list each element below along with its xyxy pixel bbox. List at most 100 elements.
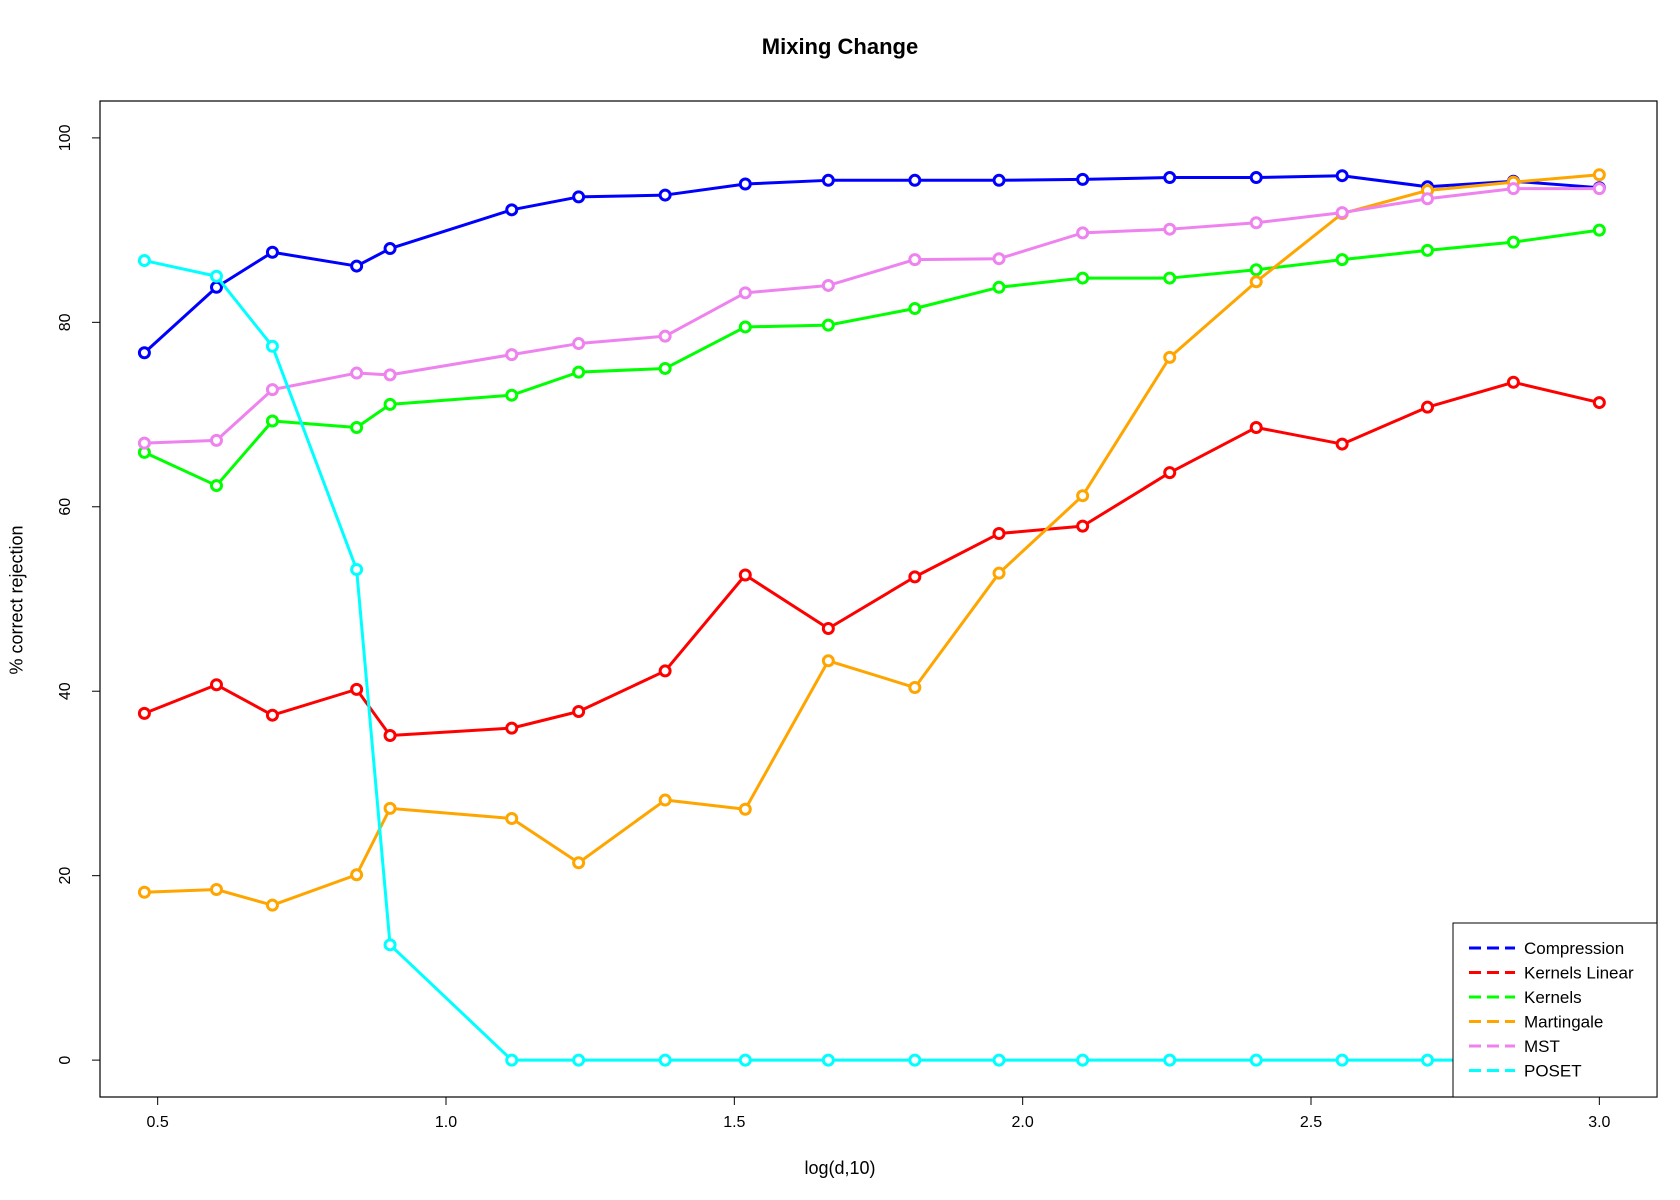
y-tick-label: 0 (57, 1056, 74, 1065)
data-point-kernels (1076, 271, 1090, 285)
data-point-kernels-linear (992, 527, 1006, 541)
legend-label-kernels: Kernels (1524, 988, 1582, 1007)
data-point-kernels (1249, 263, 1263, 277)
data-point-martingale (1163, 350, 1177, 364)
data-point-kernels (992, 280, 1006, 294)
data-point-kernels (1506, 235, 1520, 249)
series-compression (137, 169, 1606, 360)
data-point-mst (1420, 192, 1434, 206)
data-point-martingale (383, 801, 397, 815)
series-martingale (137, 168, 1606, 912)
x-tick-label: 2.0 (1012, 1114, 1034, 1131)
legend-label-kernels-linear: Kernels Linear (1524, 964, 1634, 983)
data-point-mst (1163, 222, 1177, 236)
x-tick-label: 1.5 (723, 1114, 745, 1131)
data-point-martingale (1076, 489, 1090, 503)
data-point-poset (1249, 1053, 1263, 1067)
series-kernels (137, 223, 1606, 493)
data-point-kernels (908, 302, 922, 315)
data-point-mst (137, 436, 151, 450)
data-point-poset (1076, 1053, 1090, 1067)
data-point-kernels-linear (1420, 400, 1434, 414)
data-point-compression (505, 203, 519, 217)
data-point-kernels-linear (383, 728, 397, 742)
data-point-kernels-linear (209, 678, 223, 692)
data-point-martingale (505, 811, 519, 825)
series-line-poset (144, 259, 1600, 1062)
x-tick-label: 1.0 (435, 1114, 457, 1131)
data-point-mst (1592, 182, 1606, 196)
data-point-poset (992, 1053, 1006, 1067)
data-point-poset (383, 938, 397, 952)
plot-frame (99, 100, 1658, 1098)
data-point-poset (821, 1053, 835, 1067)
data-point-compression (1249, 171, 1263, 185)
legend-label-compression: Compression (1524, 939, 1624, 958)
legend-label-mst: MST (1524, 1037, 1560, 1056)
data-point-mst (1506, 182, 1520, 196)
data-point-compression (1076, 172, 1090, 186)
data-point-poset (137, 254, 151, 268)
data-point-kernels (209, 479, 223, 493)
data-point-kernels-linear (1163, 466, 1177, 480)
data-point-mst (383, 368, 397, 382)
data-point-poset (265, 339, 279, 353)
data-point-martingale (992, 566, 1006, 580)
data-point-martingale (265, 898, 279, 912)
data-point-poset (1163, 1053, 1177, 1067)
data-point-mst (350, 366, 364, 380)
data-point-poset (572, 1053, 586, 1067)
data-point-kernels (505, 388, 519, 402)
data-point-martingale (350, 868, 364, 882)
series-kernels-linear (137, 375, 1606, 742)
legend-box (1452, 922, 1658, 1098)
data-point-kernels (821, 318, 835, 332)
data-point-compression (738, 177, 752, 191)
data-point-compression (572, 190, 586, 204)
data-point-mst (821, 278, 835, 292)
data-point-martingale (738, 802, 752, 816)
data-point-kernels-linear (658, 664, 672, 678)
data-point-poset (209, 269, 223, 283)
data-point-mst (908, 253, 922, 267)
data-point-kernels-linear (350, 682, 364, 696)
data-point-compression (821, 173, 835, 187)
data-point-martingale (1249, 275, 1263, 289)
data-point-kernels-linear (505, 721, 519, 735)
data-point-compression (658, 188, 672, 202)
data-point-mst (992, 252, 1006, 266)
data-point-mst (505, 348, 519, 362)
data-point-kernels (1592, 223, 1606, 237)
data-point-kernels-linear (137, 706, 151, 720)
data-point-mst (1335, 206, 1349, 220)
data-point-poset (658, 1053, 672, 1067)
data-point-mst (658, 329, 672, 343)
data-point-compression (992, 173, 1006, 187)
data-point-kernels (265, 414, 279, 428)
data-point-mst (209, 433, 223, 447)
data-point-mst (572, 337, 586, 351)
legend-label-martingale: Martingale (1524, 1013, 1603, 1032)
data-point-kernels-linear (572, 705, 586, 719)
data-point-mst (738, 286, 752, 300)
data-point-kernels (1163, 271, 1177, 285)
data-point-poset (738, 1053, 752, 1067)
data-point-kernels (383, 397, 397, 411)
data-point-kernels (1420, 243, 1434, 257)
data-point-martingale (209, 883, 223, 896)
data-point-kernels-linear (1506, 375, 1520, 389)
data-point-compression (350, 259, 364, 273)
series-mst (137, 182, 1606, 450)
legend-label-poset: POSET (1524, 1062, 1582, 1081)
data-point-mst (265, 383, 279, 397)
series-poset (137, 254, 1606, 1067)
data-point-compression (1163, 171, 1177, 185)
chart-title: Mixing Change (761, 34, 919, 59)
data-point-mst (1249, 216, 1263, 230)
data-point-compression (908, 173, 922, 187)
series-line-kernels-linear (143, 380, 1600, 737)
data-point-kernels (658, 361, 672, 375)
data-point-kernels-linear (1592, 396, 1606, 410)
data-point-kernels-linear (821, 622, 835, 636)
